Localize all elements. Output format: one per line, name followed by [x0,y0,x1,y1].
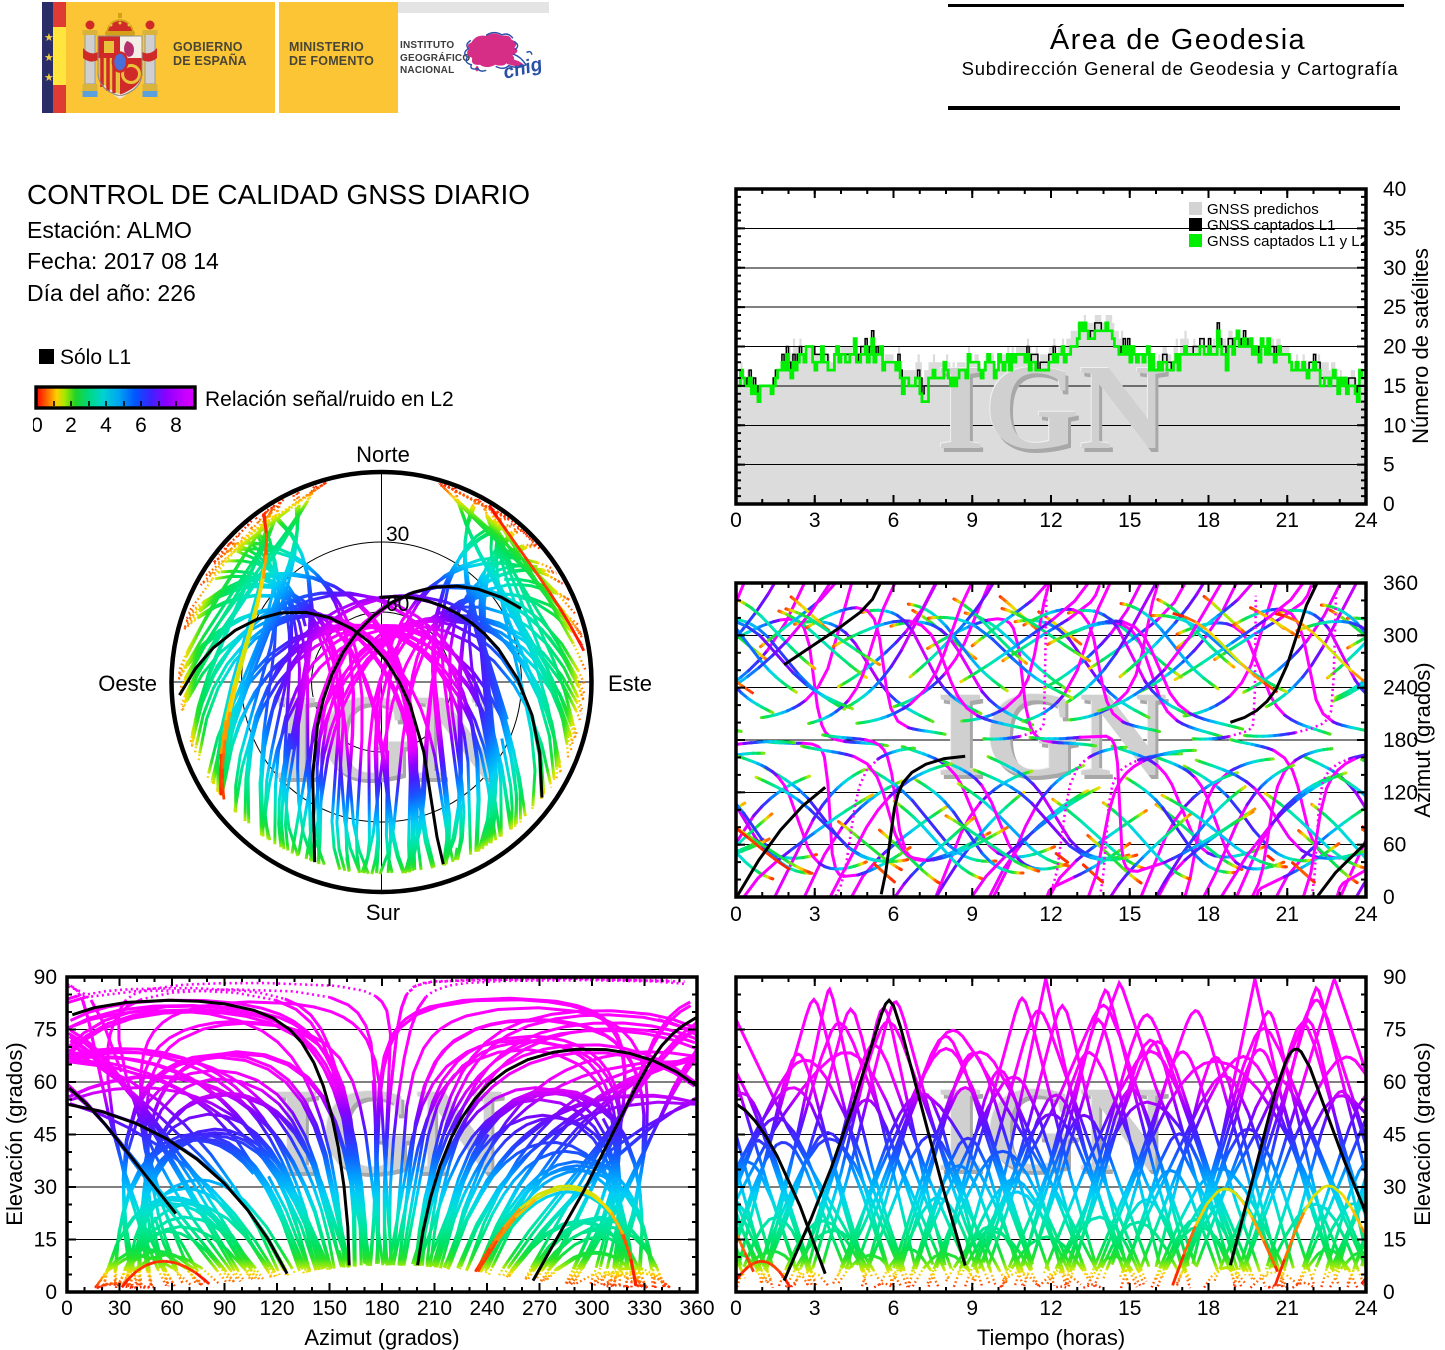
svg-text:Elevación (grados): Elevación (grados) [1410,1042,1435,1225]
svg-text:Norte: Norte [356,442,410,467]
svg-text:10: 10 [1383,414,1406,437]
svg-text:GNSS captados L1 y L2: GNSS captados L1 y L2 [1207,233,1368,250]
svg-text:270: 270 [522,1297,557,1320]
svg-text:18: 18 [1197,509,1220,532]
svg-text:120: 120 [1383,781,1418,804]
svg-text:GNSS captados L1: GNSS captados L1 [1207,217,1335,234]
svg-text:0: 0 [1383,886,1395,909]
svg-text:0: 0 [45,1281,57,1304]
svg-text:15: 15 [1118,1297,1141,1320]
svg-text:15: 15 [1118,903,1141,926]
svg-text:90: 90 [34,966,57,989]
svg-text:24: 24 [1354,509,1378,532]
svg-text:210: 210 [417,1297,452,1320]
svg-text:GNSS predichos: GNSS predichos [1207,201,1319,218]
svg-text:60: 60 [1383,1071,1406,1094]
svg-text:60: 60 [160,1297,183,1320]
svg-text:Azimut (grados): Azimut (grados) [1410,662,1435,817]
svg-text:6: 6 [888,509,900,532]
svg-text:15: 15 [1383,1229,1406,1252]
svg-text:60: 60 [386,593,409,616]
svg-text:Tiempo (horas): Tiempo (horas) [977,1325,1125,1350]
svg-text:18: 18 [1197,903,1220,926]
svg-text:6: 6 [888,903,900,926]
svg-text:30: 30 [108,1297,131,1320]
svg-text:180: 180 [364,1297,399,1320]
svg-text:150: 150 [312,1297,347,1320]
svg-text:20: 20 [1383,336,1406,359]
svg-text:60: 60 [1383,834,1406,857]
svg-text:75: 75 [34,1019,57,1042]
svg-text:0: 0 [1383,1281,1395,1304]
svg-text:0: 0 [33,414,43,437]
svg-text:3: 3 [809,903,821,926]
svg-text:Este: Este [608,671,652,696]
svg-text:0: 0 [1383,493,1395,516]
svg-text:180: 180 [1383,729,1418,752]
svg-text:90: 90 [1383,966,1406,989]
svg-text:9: 9 [966,903,978,926]
svg-text:300: 300 [1383,624,1418,647]
svg-text:0: 0 [730,509,742,532]
svg-text:Sur: Sur [366,900,400,925]
svg-text:3: 3 [809,1297,821,1320]
svg-text:21: 21 [1276,1297,1299,1320]
svg-text:5: 5 [1383,454,1395,477]
svg-text:9: 9 [966,1297,978,1320]
svg-text:24: 24 [1354,1297,1378,1320]
svg-text:120: 120 [259,1297,294,1320]
svg-text:6: 6 [888,1297,900,1320]
svg-text:360: 360 [1383,572,1418,595]
svg-text:360: 360 [679,1297,714,1320]
svg-text:75: 75 [1383,1019,1406,1042]
svg-text:60: 60 [34,1071,57,1094]
svg-text:9: 9 [966,509,978,532]
svg-text:18: 18 [1197,1297,1220,1320]
svg-text:30: 30 [34,1176,57,1199]
svg-text:45: 45 [34,1124,57,1147]
svg-text:21: 21 [1276,509,1299,532]
svg-text:6: 6 [135,414,147,437]
svg-text:12: 12 [1039,509,1062,532]
svg-text:2: 2 [65,414,77,437]
svg-text:25: 25 [1383,296,1406,319]
svg-text:Número de satélites: Número de satélites [1408,248,1433,444]
svg-text:Oeste: Oeste [98,671,157,696]
svg-text:240: 240 [469,1297,504,1320]
svg-text:90: 90 [213,1297,236,1320]
svg-text:Azimut (grados): Azimut (grados) [304,1325,459,1350]
svg-text:15: 15 [34,1229,57,1252]
svg-text:0: 0 [61,1297,73,1320]
svg-text:240: 240 [1383,677,1418,700]
svg-text:30: 30 [1383,1176,1406,1199]
svg-text:12: 12 [1039,903,1062,926]
svg-text:40: 40 [1383,178,1406,201]
svg-text:45: 45 [1383,1124,1406,1147]
svg-text:15: 15 [1118,509,1141,532]
svg-text:3: 3 [809,509,821,532]
svg-text:30: 30 [386,523,409,546]
svg-text:12: 12 [1039,1297,1062,1320]
svg-text:0: 0 [730,1297,742,1320]
svg-text:15: 15 [1383,375,1406,398]
svg-text:35: 35 [1383,217,1406,240]
svg-text:300: 300 [574,1297,609,1320]
svg-text:8: 8 [170,414,182,437]
svg-text:Elevación (grados): Elevación (grados) [2,1042,27,1225]
svg-text:4: 4 [100,414,112,437]
svg-text:21: 21 [1276,903,1299,926]
svg-text:30: 30 [1383,257,1406,280]
svg-text:24: 24 [1354,903,1378,926]
svg-text:330: 330 [627,1297,662,1320]
svg-text:0: 0 [730,903,742,926]
